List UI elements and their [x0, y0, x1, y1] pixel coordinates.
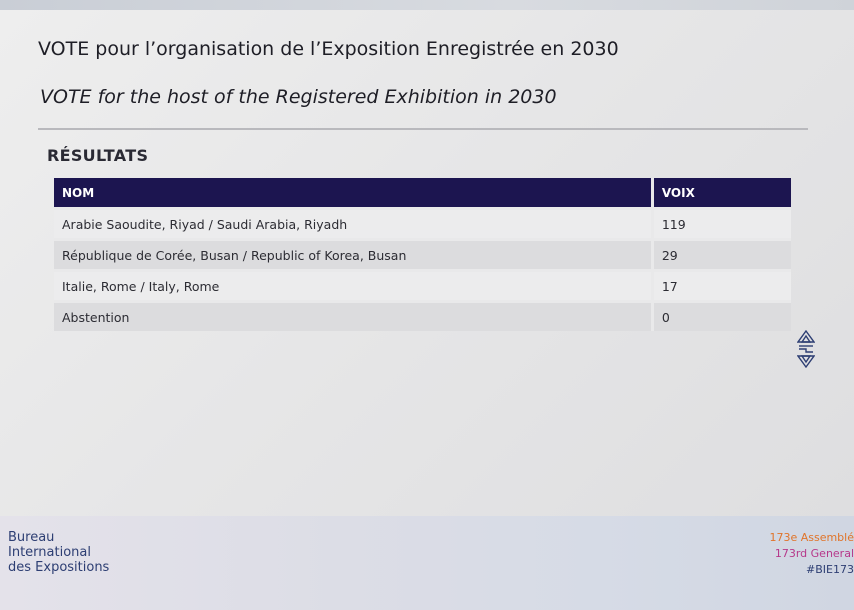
title-french: VOTE pour l’organisation de l’Exposition… [38, 38, 619, 60]
candidate-name: Arabie Saoudite, Riyad / Saudi Arabia, R… [54, 207, 653, 240]
event-hashtag: #BIE173 [806, 563, 854, 576]
event-label: 173e Assemblé 173rd General #BIE173 [769, 530, 854, 578]
table-row: Arabie Saoudite, Riyad / Saudi Arabia, R… [54, 207, 791, 240]
candidate-name: Abstention [54, 300, 653, 331]
event-line: 173e Assemblé [769, 531, 854, 544]
table-row: Italie, Rome / Italy, Rome 17 [54, 269, 791, 302]
top-strip [0, 0, 854, 10]
title-english: VOTE for the host of the Registered Exhi… [40, 86, 557, 108]
organization-line: Bureau [8, 530, 55, 545]
vote-count: 17 [650, 269, 791, 302]
table-row: République de Corée, Busan / Republic of… [54, 238, 791, 271]
vote-count: 119 [650, 207, 791, 240]
results-table: NOM VOIX Arabie Saoudite, Riyad / Saudi … [54, 178, 791, 331]
organization-line: International [8, 545, 91, 560]
event-line: 173rd General [774, 547, 854, 560]
footer-band [0, 516, 854, 610]
candidate-name: République de Corée, Busan / Republic of… [54, 238, 653, 271]
table-row: Abstention 0 [54, 300, 791, 331]
candidate-name: Italie, Rome / Italy, Rome [54, 269, 653, 302]
organization-line: des Expositions [8, 560, 110, 575]
column-header-votes: VOIX [650, 178, 791, 209]
organization-name: Bureau International des Expositions [8, 530, 109, 575]
bie-logo-icon [797, 330, 815, 368]
divider [38, 128, 808, 130]
column-header-name: NOM [54, 178, 653, 209]
vote-count: 29 [650, 238, 791, 271]
vote-count: 0 [650, 300, 791, 331]
results-heading: RÉSULTATS [47, 146, 149, 165]
table-header-row: NOM VOIX [54, 178, 791, 209]
